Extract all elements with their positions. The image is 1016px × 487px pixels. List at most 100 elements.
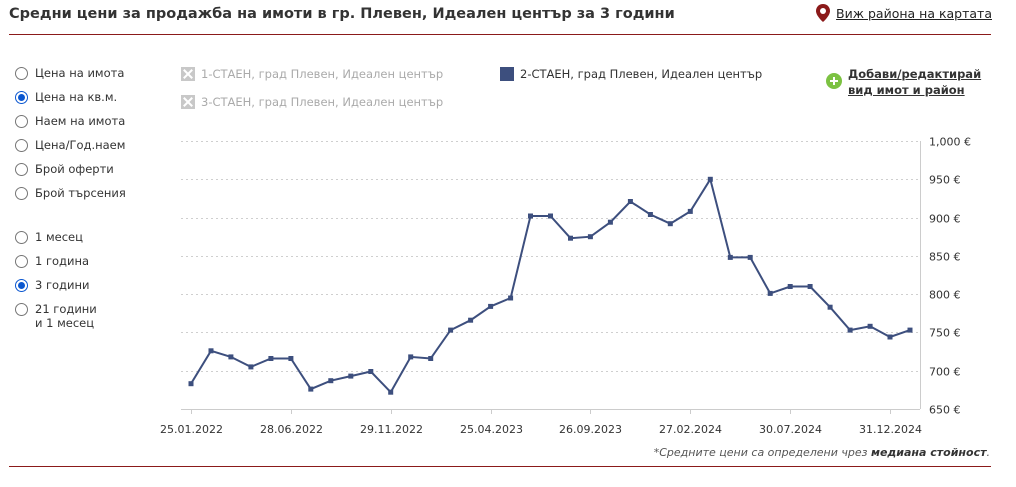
chart-series	[188, 176, 913, 395]
data-point	[867, 323, 873, 329]
radio-button[interactable]	[15, 279, 28, 292]
radio-price-total[interactable]: Цена на имота	[15, 66, 126, 90]
x-axis: 25.01.2022 28.06.2022 29.11.2022 25.04.2023…	[160, 409, 922, 436]
x-tick-label: 30.07.2024	[759, 423, 822, 436]
radio-price-rent-ratio[interactable]: Цена/Год.наем	[15, 138, 126, 162]
legend-disabled-icon	[181, 67, 195, 81]
radio-button[interactable]	[15, 67, 28, 80]
radio-button[interactable]	[15, 255, 28, 268]
legend-label: 3-СТАЕН, град Плевен, Идеален център	[201, 95, 444, 109]
radio-label: 3 години	[35, 278, 90, 292]
radio-button[interactable]	[15, 163, 28, 176]
data-point	[587, 234, 593, 240]
data-point	[508, 295, 514, 301]
y-tick-label: 950 €	[929, 174, 961, 187]
data-point	[368, 369, 374, 374]
add-edit-line2: вид имот и район	[848, 83, 965, 97]
radio-button[interactable]	[15, 231, 28, 244]
data-point	[667, 221, 673, 227]
x-tick-label: 26.09.2023	[559, 423, 622, 436]
radio-period-1-month[interactable]: 1 месец	[15, 230, 126, 254]
data-point	[308, 386, 314, 392]
legend-color-swatch	[500, 67, 514, 81]
legend-label: 1-СТАЕН, град Плевен, Идеален център	[201, 67, 444, 81]
data-point	[188, 381, 194, 387]
radio-label: Цена на кв.м.	[35, 90, 118, 104]
legend-item-2-room[interactable]: 2-СТАЕН, град Плевен, Идеален център	[500, 67, 762, 81]
radio-offer-count[interactable]: Брой оферти	[15, 162, 126, 186]
add-edit-line1: Добави/редактирай	[848, 67, 982, 81]
radio-label: 1 година	[35, 254, 90, 268]
radio-label: 1 месец	[35, 230, 83, 244]
header-divider	[9, 34, 991, 35]
data-point	[208, 348, 214, 354]
data-point	[807, 284, 813, 289]
data-point	[767, 290, 773, 296]
footer-divider	[9, 466, 991, 467]
y-tick-label: 900 €	[929, 213, 961, 226]
add-edit-property-link[interactable]: Добави/редактирай вид имот и район	[826, 66, 981, 98]
radio-label-line2: и 1 месец	[35, 316, 95, 330]
radio-label: Наем на имота	[35, 114, 126, 128]
y-tick-label: 700 €	[929, 366, 961, 379]
data-point	[827, 304, 833, 310]
data-point	[687, 208, 693, 214]
footnote: *Средните цени са определени чрез медиан…	[654, 446, 990, 459]
data-point	[468, 317, 474, 323]
radio-button[interactable]	[15, 91, 28, 104]
data-point	[568, 235, 573, 241]
radio-price-sqm[interactable]: Цена на кв.м.	[15, 90, 126, 114]
x-tick-label: 31.12.2024	[859, 423, 922, 436]
data-point	[747, 254, 753, 260]
radio-button[interactable]	[15, 139, 28, 152]
x-tick-label: 25.01.2022	[160, 423, 223, 436]
view-map-label: Виж района на картата	[836, 5, 992, 21]
data-point	[228, 354, 234, 360]
radio-label-line1: 21 години	[35, 302, 97, 316]
view-map-link[interactable]: Виж района на картата	[816, 4, 992, 22]
data-point	[288, 356, 294, 361]
radio-period-1-year[interactable]: 1 година	[15, 254, 126, 278]
radio-period-3-years[interactable]: 3 години	[15, 278, 126, 302]
data-point	[607, 219, 613, 225]
data-point	[408, 354, 414, 360]
radio-button[interactable]	[15, 303, 28, 316]
data-point	[707, 176, 713, 182]
y-tick-label: 750 €	[929, 327, 961, 340]
radio-label: Брой оферти	[35, 162, 114, 176]
legend-item-1-room[interactable]: 1-СТАЕН, град Плевен, Идеален център	[181, 67, 443, 81]
footnote-suffix: .	[986, 446, 991, 459]
data-point	[528, 213, 533, 219]
y-axis: 650 € 700 € 750 € 800 € 850 € 900 € 950 € 1,000…	[920, 136, 971, 417]
y-tick-label: 650 €	[929, 404, 961, 417]
price-type-group: Цена на имота Цена на кв.м. Наем на имот…	[15, 66, 126, 210]
radio-label: 21 години и 1 месец	[35, 302, 97, 330]
chart-grid	[181, 141, 920, 372]
radio-search-count[interactable]: Брой търсения	[15, 186, 126, 210]
map-pin-icon	[816, 4, 831, 22]
radio-label: Брой търсения	[35, 186, 126, 200]
radio-label: Цена/Год.наем	[35, 138, 126, 152]
period-group: 1 месец 1 година 3 години 21 години и 1 м…	[15, 230, 126, 342]
data-point	[448, 327, 454, 333]
data-point	[248, 364, 254, 370]
x-tick-label: 27.02.2024	[659, 423, 722, 436]
radio-rent[interactable]: Наем на имота	[15, 114, 126, 138]
radio-button[interactable]	[15, 187, 28, 200]
radio-label: Цена на имота	[35, 66, 125, 80]
data-point	[268, 356, 274, 361]
data-point	[328, 378, 334, 384]
legend-disabled-icon	[181, 95, 195, 109]
data-point	[627, 199, 633, 204]
data-point	[348, 373, 354, 379]
y-tick-label: 800 €	[929, 289, 961, 302]
x-tick-label: 29.11.2022	[360, 423, 423, 436]
footnote-bold: медиана стойност	[870, 446, 987, 459]
radio-button[interactable]	[15, 115, 28, 128]
add-edit-label: Добави/редактирай вид имот и район	[848, 66, 981, 98]
y-tick-label: 1,000 €	[929, 136, 971, 149]
radio-period-21-years[interactable]: 21 години и 1 месец	[15, 302, 126, 342]
data-point	[907, 327, 913, 333]
legend-item-3-room[interactable]: 3-СТАЕН, град Плевен, Идеален център	[181, 95, 443, 109]
